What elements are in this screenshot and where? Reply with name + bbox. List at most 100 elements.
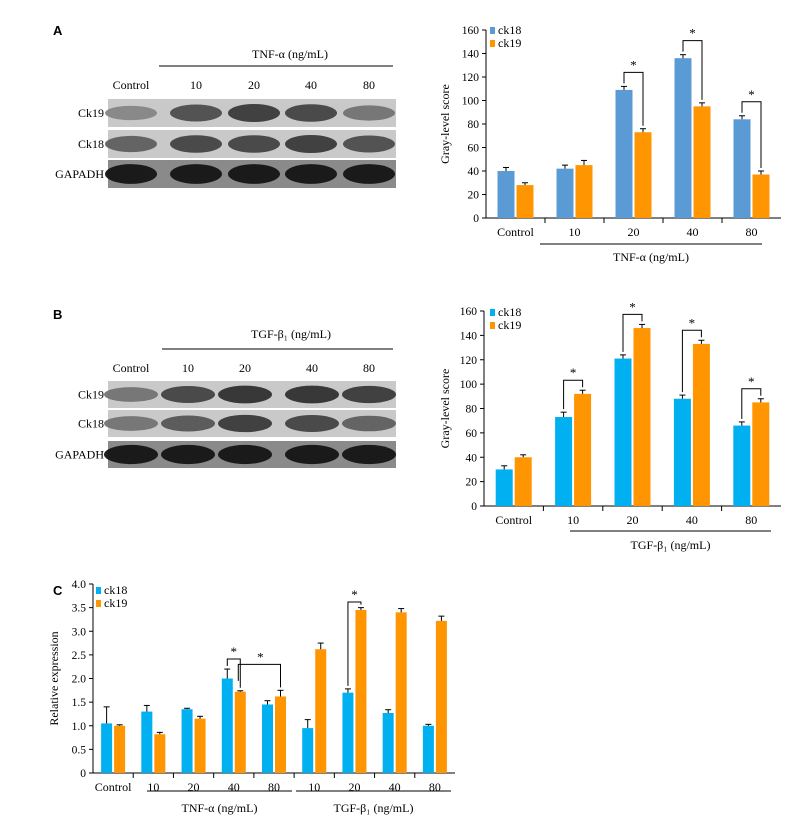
chart-a-y-tick-label: 0 [473, 213, 479, 225]
chart-b-y-tick-label: 40 [466, 452, 478, 464]
chart-c-bar-ck18 [221, 678, 233, 773]
chart-c-category-label: 80 [429, 780, 441, 794]
chart-b-bar-ck18 [555, 417, 573, 506]
chart-b-category-label: 40 [686, 513, 698, 527]
blot-b-blot-band [161, 386, 215, 403]
chart-a-bar-ck18 [497, 171, 515, 218]
chart-a-legend-swatch [490, 40, 495, 47]
blot-b-row-label: Ck18 [78, 417, 104, 431]
chart-c-legend-label: ck18 [104, 583, 127, 597]
chart-b-significance-bracket [563, 379, 584, 410]
blot-b-blot-band [104, 387, 158, 402]
blot-b-blot-band [285, 444, 339, 465]
blot-b-row-label: Ck19 [78, 388, 104, 402]
chart-a-bar-ck18 [556, 168, 574, 218]
chart-b-significance-label: * [689, 315, 696, 330]
chart-c-bar-ck19 [435, 620, 447, 773]
chart-a-y-tick-label: 160 [462, 25, 480, 37]
chart-b-category-label: 20 [627, 513, 639, 527]
chart-a-bar-ck19 [575, 165, 593, 218]
chart-b-y-axis-label: Gray-level score [438, 369, 452, 449]
chart-a-y-axis-label: Gray-level score [438, 84, 452, 164]
chart-c-group-label: TGF-β₁ (ng/mL) [334, 801, 414, 815]
chart-b-legend-label: ck19 [498, 318, 521, 332]
blot-a-blot-band [228, 135, 280, 153]
chart-b-bar-ck18 [614, 358, 632, 506]
chart-c-y-axis-label: Relative expression [47, 631, 61, 725]
chart-c-y-tick-label: 2.0 [72, 674, 87, 686]
panel-letter-a: A [53, 23, 63, 38]
chart-c-legend-swatch [96, 600, 101, 607]
chart-c-y-tick-label: 1.0 [72, 721, 87, 733]
chart-a-significance-bracket [682, 40, 703, 100]
chart-c-legend-label: ck19 [104, 596, 127, 610]
chart-a-bar-ck18 [733, 119, 751, 218]
blot-b-blot-band [218, 385, 272, 404]
chart-c-bar-ck19 [395, 612, 407, 773]
blot-a-group-label: TNF-α (ng/mL) [252, 47, 328, 61]
chart-c-significance-label: * [231, 644, 238, 659]
chart-b-legend-swatch [490, 309, 495, 316]
blot-a-lane-label: 80 [363, 78, 375, 92]
blot-a-row-label: GAPADH [55, 167, 104, 181]
chart-c-bar-ck18 [181, 709, 193, 773]
blot-b-group-label: TGF-β₁ (ng/mL) [251, 327, 331, 341]
chart-c-y-tick-label: 0 [80, 768, 86, 780]
chart-b-group-label: TGF-β₁ (ng/mL) [631, 538, 711, 552]
blot-a-blot-band [285, 134, 337, 154]
chart-a-legend-label: ck19 [498, 36, 521, 50]
chart-c-bar-ck19 [194, 718, 206, 773]
blot-a-blot-band [343, 164, 395, 184]
panel-letter-b: B [53, 307, 63, 322]
chart-b-y-tick-label: 100 [460, 379, 478, 391]
chart-b-legend-swatch [490, 322, 495, 329]
blot-b-lane-label: 10 [182, 361, 194, 375]
chart-a-bar-ck19 [516, 185, 534, 218]
chart-a-category-label: 40 [687, 225, 699, 239]
chart-a-y-tick-label: 80 [468, 119, 480, 131]
chart-c-category-label: 80 [268, 780, 280, 794]
chart-c-category-label: 40 [389, 780, 401, 794]
chart-c-category-label: Control [95, 780, 132, 794]
chart-b-bar-ck19 [633, 328, 651, 506]
chart-a-bar-ck19 [634, 132, 652, 218]
chart-c-bar-ck18 [422, 725, 434, 773]
chart-b-significance-label: * [748, 374, 755, 389]
blot-a-blot-band [228, 164, 280, 184]
chart-b-category-label: Control [495, 513, 532, 527]
blot-a-lane-label: 20 [248, 78, 260, 92]
chart-c-category-label: 10 [147, 780, 159, 794]
chart-b-bar-ck18 [733, 425, 751, 506]
blot-a-blot-band [228, 103, 280, 123]
chart-b-significance-bracket [622, 313, 643, 352]
chart-b-bar-ck19 [752, 402, 770, 506]
chart-a-legend-label: ck18 [498, 23, 521, 37]
chart-a-y-tick-label: 140 [462, 49, 480, 61]
blot-a-blot-band [343, 105, 395, 121]
chart-a-significance-bracket [623, 71, 644, 126]
chart-c-significance-bracket [237, 663, 281, 688]
blot-b-lane-label: 20 [239, 361, 251, 375]
chart-b-significance-bracket [681, 329, 702, 393]
blot-a-row-label: Ck18 [78, 137, 104, 151]
chart-b-bar-ck19 [574, 393, 592, 506]
blot-b-blot-band [161, 415, 215, 432]
blot-b-blot-band [342, 385, 396, 404]
chart-a-group-label: TNF-α (ng/mL) [613, 250, 689, 264]
blot-b-lane-label: 80 [363, 361, 375, 375]
chart-a-category-label: 10 [569, 225, 581, 239]
chart-c-bar-ck19 [234, 691, 246, 773]
chart-a-y-tick-label: 100 [462, 96, 480, 108]
blot-a-lane-label: Control [113, 78, 150, 92]
panel-letter-c: C [53, 583, 63, 598]
chart-a-legend-swatch [490, 27, 495, 34]
chart-b-significance-label: * [629, 299, 636, 314]
chart-c-bar-ck18 [101, 723, 113, 773]
chart-a-y-tick-label: 40 [468, 166, 480, 178]
blot-a-blot-band [105, 105, 157, 121]
blot-a-blot-band [285, 104, 337, 122]
